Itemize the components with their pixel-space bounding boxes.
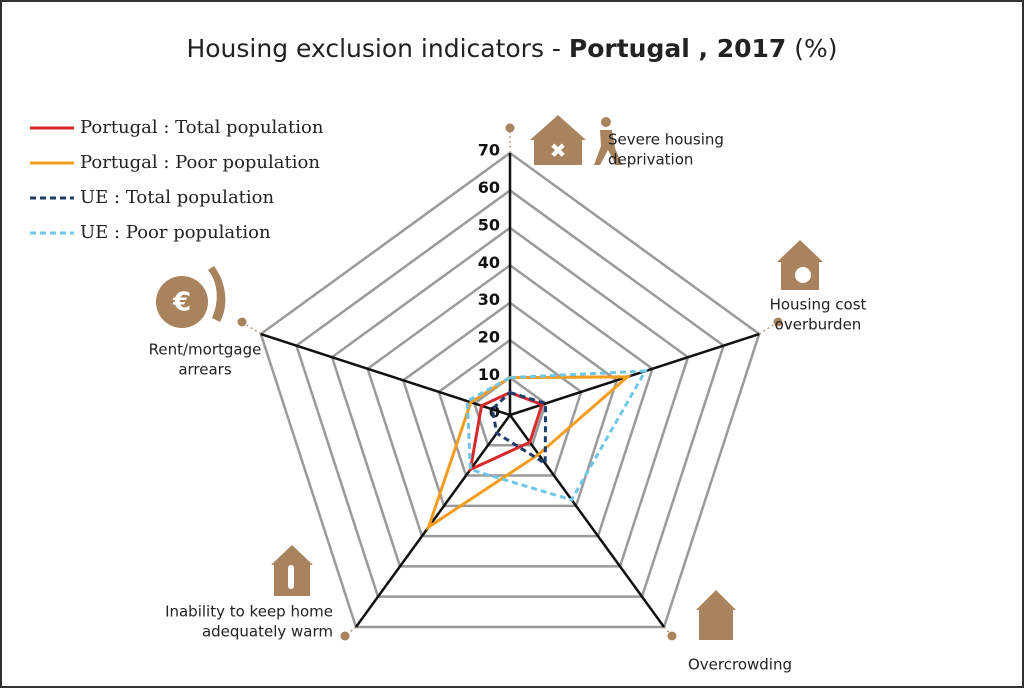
axis-label: Severe housing <box>608 131 724 149</box>
chain-icon <box>208 266 226 322</box>
series-line <box>425 375 632 531</box>
grid-ring <box>330 226 690 568</box>
grid-ring <box>366 263 654 538</box>
axis-leader <box>758 321 779 335</box>
house-icon <box>777 240 823 290</box>
axis-label: adequately warm <box>202 623 333 641</box>
axis-label: arrears <box>178 361 232 379</box>
tick-label: 40 <box>478 253 500 272</box>
house-icon <box>530 115 586 165</box>
legend-label: Portugal : Total population <box>80 117 324 138</box>
grid-ring <box>294 188 726 598</box>
person-icon <box>594 130 622 165</box>
axis-spoke <box>354 414 512 628</box>
axis-label: deprivation <box>608 151 693 169</box>
axis-leader <box>241 321 262 335</box>
legend-label: UE : Total population <box>80 187 274 208</box>
series-line <box>468 390 544 473</box>
axis-spoke <box>508 414 666 628</box>
axis-dot <box>505 123 515 133</box>
grid-ring <box>401 301 619 508</box>
series-line <box>465 369 648 502</box>
chart-title: Housing exclusion indicators - Portugal … <box>186 34 837 63</box>
icon-glyph <box>288 565 294 589</box>
title-part: (%) <box>786 34 837 63</box>
grid-ring <box>437 338 583 477</box>
tick-label: 10 <box>478 365 500 384</box>
axis-dot <box>773 317 783 327</box>
legend-label: Portugal : Poor population <box>80 152 320 173</box>
tick-label: 30 <box>478 290 500 309</box>
axis-label: Housing cost <box>770 296 867 314</box>
icon-glyph: ✖ <box>550 139 567 163</box>
grid-ring <box>259 151 761 629</box>
series-line <box>490 390 548 467</box>
person-icon <box>601 117 611 127</box>
coin-icon <box>156 276 208 328</box>
tick-label: 60 <box>478 178 500 197</box>
axis-dot <box>237 317 247 327</box>
axis-dot <box>340 631 350 641</box>
axis-spoke <box>509 332 760 417</box>
axis-dot <box>667 631 677 641</box>
title-part: Housing exclusion indicators - <box>186 34 568 63</box>
tick-label: 20 <box>478 328 500 347</box>
title-part: Portugal , 2017 <box>569 34 786 63</box>
icon-glyph <box>795 267 811 283</box>
icon-glyph: € <box>172 288 191 318</box>
tick-label: 0 <box>489 403 500 422</box>
tick-label: 70 <box>478 141 500 160</box>
icons: ✖ € <box>156 115 823 640</box>
axis-label: Overcrowding <box>688 656 792 674</box>
axis-spoke <box>260 332 511 417</box>
house-icon <box>696 590 736 640</box>
tick-label: 50 <box>478 215 500 234</box>
axis-label: overburden <box>775 316 862 334</box>
axis-label: Inability to keep home <box>165 603 333 621</box>
grid-ring <box>472 376 548 447</box>
axis-label: Rent/mortgage <box>149 341 262 359</box>
legend-label: UE : Poor population <box>80 222 271 243</box>
